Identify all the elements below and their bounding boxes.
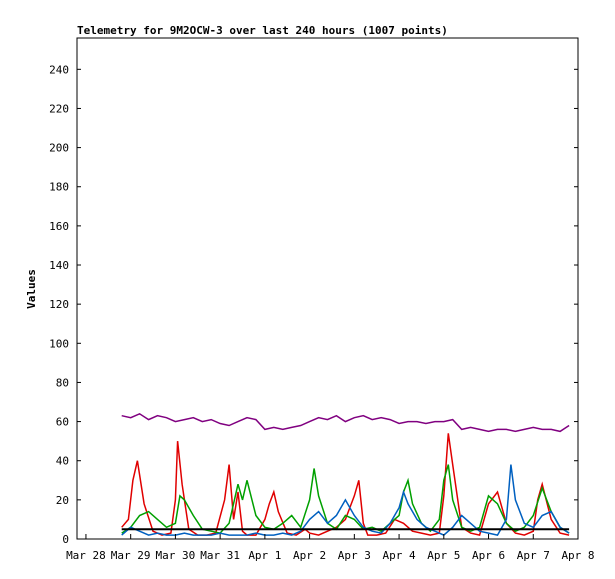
x-tick-label: Mar 28 — [66, 549, 106, 562]
y-tick-label: 160 — [49, 220, 69, 233]
x-tick-label: Mar 29 — [111, 549, 151, 562]
y-tick-label: 60 — [56, 416, 69, 429]
y-tick-label: 20 — [56, 494, 69, 507]
chart-title: Telemetry for 9M2OCW-3 over last 240 hou… — [77, 24, 448, 37]
series-line-0 — [121, 412, 570, 433]
x-tick-label: Apr 6 — [472, 549, 505, 562]
y-tick-label: 40 — [56, 455, 69, 468]
series-layer — [121, 412, 570, 536]
x-tick-label: Mar 31 — [200, 549, 240, 562]
x-tick-label: Apr 8 — [561, 549, 594, 562]
y-axis-label: Values — [25, 269, 38, 309]
y-tick-label: 240 — [49, 63, 69, 76]
plot-frame — [76, 37, 579, 540]
x-tick-label: Apr 4 — [383, 549, 416, 562]
series-line-1 — [121, 433, 570, 536]
y-axis-ticks: 0 20 40 60 80 100 120 140 160 180 200 220 240 — [49, 63, 578, 546]
x-tick-label: Apr 7 — [517, 549, 550, 562]
y-tick-label: 180 — [49, 181, 69, 194]
y-tick-label: 80 — [56, 376, 69, 389]
y-tick-label: 140 — [49, 259, 69, 272]
y-tick-label: 220 — [49, 102, 69, 115]
y-tick-label: 100 — [49, 337, 69, 350]
x-tick-label: Mar 30 — [156, 549, 196, 562]
x-axis-ticks: Mar 28 Mar 29 Mar 30 Mar 31 Apr 1 Apr 2 Apr 3 A… — [66, 534, 595, 562]
x-tick-label: Apr 1 — [248, 549, 281, 562]
y-tick-label: 120 — [49, 298, 69, 311]
y-tick-label: 0 — [62, 533, 69, 546]
x-tick-label: Apr 2 — [293, 549, 326, 562]
x-tick-label: Apr 3 — [338, 549, 371, 562]
y-tick-label: 200 — [49, 142, 69, 155]
x-tick-label: Apr 5 — [427, 549, 460, 562]
series-line-2 — [121, 464, 570, 534]
